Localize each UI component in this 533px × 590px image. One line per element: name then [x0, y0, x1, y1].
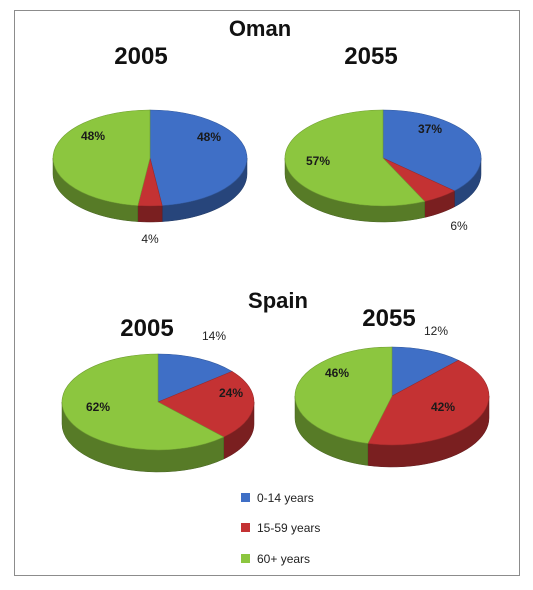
legend: 0-14 years 15-59 years 60+ years — [241, 491, 320, 566]
data-label: 46% — [325, 366, 349, 380]
data-label: 24% — [219, 386, 243, 400]
pie-slice-0-14-years — [382, 109, 482, 192]
country-title-oman: Oman — [229, 16, 291, 41]
chart-frame — [14, 10, 520, 576]
data-label: 48% — [81, 129, 105, 143]
pie-slice-15-59-years — [367, 359, 490, 446]
data-label: 6% — [450, 219, 468, 233]
pie-slice-60-years — [52, 109, 151, 206]
data-label: 42% — [431, 400, 455, 414]
pie-slice-0-14-years — [157, 353, 233, 403]
data-label: 14% — [202, 329, 226, 343]
data-label: 48% — [197, 130, 221, 144]
data-label: 62% — [86, 400, 110, 414]
legend-label: 60+ years — [257, 552, 310, 566]
pie-slice-60-years — [294, 346, 393, 444]
year-title: 2005 — [114, 43, 167, 70]
country-title-spain: Spain — [248, 288, 308, 313]
pie-slice-60-years — [61, 353, 225, 451]
pie-chart-spain-2055: 12% 42% 46% — [294, 324, 490, 468]
pie-slice-15-59-years — [157, 371, 255, 438]
pie-slice-60-years — [284, 109, 426, 207]
data-label: 37% — [418, 122, 442, 136]
legend-swatch — [241, 554, 250, 563]
data-label: 12% — [424, 324, 448, 338]
data-label: 57% — [306, 154, 330, 168]
year-title: 2005 — [120, 315, 173, 342]
legend-swatch — [241, 493, 250, 502]
data-label: 4% — [141, 232, 159, 246]
legend-swatch — [241, 523, 250, 532]
pie-slice-0-14-years — [391, 346, 460, 397]
year-title: 2055 — [344, 43, 397, 70]
pie-chart-spain-2005: 14% 24% 62% — [61, 329, 255, 473]
pie-chart-oman-2055: 37% 57% 6% — [284, 109, 482, 233]
legend-label: 15-59 years — [257, 521, 320, 535]
year-title: 2055 — [362, 305, 415, 332]
pie-slice-0-14-years — [149, 109, 248, 206]
legend-label: 0-14 years — [257, 491, 314, 505]
pie-side-15-59-years — [137, 205, 163, 223]
pie-chart-oman-2005: 48% 48% 4% — [52, 109, 248, 246]
